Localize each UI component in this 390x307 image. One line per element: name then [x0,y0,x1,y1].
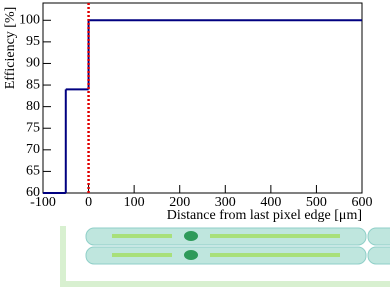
x-tick-label: 200 [169,195,190,210]
bump [184,250,198,260]
x-tick-label: 400 [260,195,281,210]
y-tick-label: 85 [26,77,40,92]
bump [184,231,198,241]
implant [112,253,172,257]
y-tick-label: 100 [19,12,40,27]
y-tick-label: 60 [26,185,40,200]
x-axis-title: Distance from last pixel edge [μm] [167,208,362,223]
x-tick-label: 300 [215,195,236,210]
pixel-row [367,246,390,265]
x-tick-label: 600 [352,195,373,210]
y-tick-label: 70 [26,142,40,157]
implant [112,234,172,238]
y-tick-label: 90 [26,56,40,71]
pixel-diagram [60,226,390,287]
implant [210,234,340,238]
plot-frame [42,2,363,194]
y-tick-label: 95 [26,34,40,49]
x-tick-label: 500 [306,195,327,210]
x-tick-label: -100 [30,195,56,210]
y-axis-title: Efficiency [%] [3,7,18,90]
x-tick-label: 0 [85,195,92,210]
implant [210,253,340,257]
pixel-row [367,227,390,246]
sensor-edge [60,226,390,287]
y-tick-label: 65 [26,164,40,179]
x-tick-label: 100 [124,195,145,210]
y-tick-label: 75 [26,120,40,135]
y-tick-label: 80 [26,99,40,114]
